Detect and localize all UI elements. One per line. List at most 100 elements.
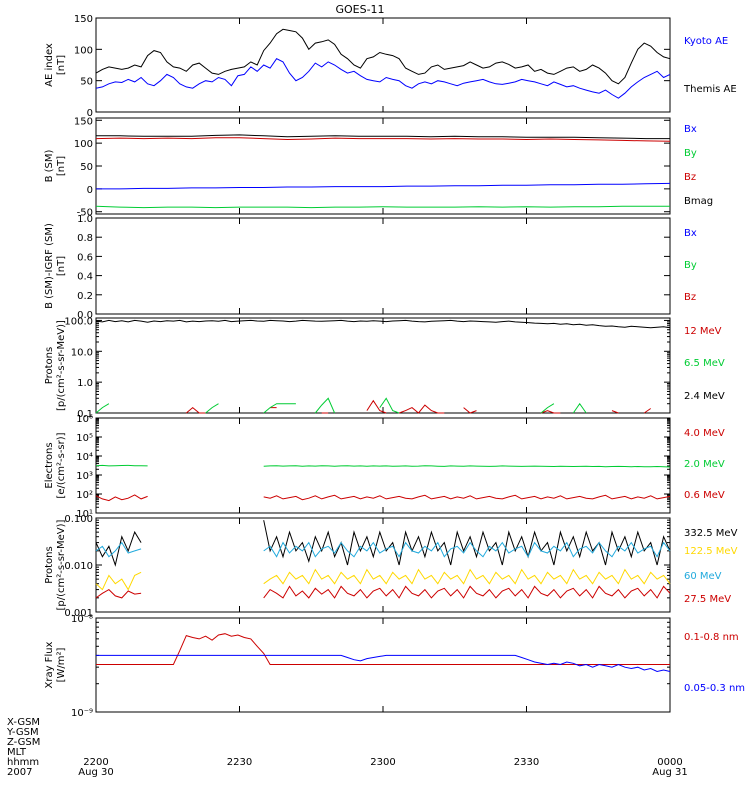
series-line-2-0-mev [95,464,671,468]
series-line-332-5-mev [95,520,671,567]
legend-12-mev: 12 MeV [684,326,722,337]
legend-0-6-mev: 0.6 MeV [684,490,725,501]
y-axis-label-protons2: [p/(cm²-s-sr-MeV)] [56,519,67,610]
ytick-label: 10⁴ [76,452,93,463]
panel-electrons: 10¹ 10² 10³ 10⁴ 10⁵ 10⁶ Electrons [e/(cm²-s-sr)… [44,414,725,520]
y-axis-label-ae: [nT] [56,55,67,75]
ytick-label: 0.010 [64,561,93,572]
panel-frame-protons2 [95,517,671,613]
panel-frame-protons1 [95,317,671,414]
y-axis-label-bigrf: B (SM)-IGRF (SM) [44,223,55,309]
legend-2-0-mev: 2.0 MeV [684,459,725,470]
legend-4-0-mev: 4.0 MeV [684,428,725,439]
y-axis-label-bsm: B (SM) [44,149,55,182]
series-line-kyoto-ae [95,58,671,99]
ytick-label: 0 [87,185,93,196]
y-axis-label-protons1: [p/(cm²-s-sr-MeV)] [56,320,67,411]
ytick-label: 50 [80,162,93,173]
legend-332-5-mev: 332.5 MeV [684,528,738,539]
panel-frame-ae [95,17,671,113]
ytick-label: 0 [87,108,93,119]
series-line-12-mev [185,399,651,414]
panel-protons1: 0.1 1.0 10.0 100.0 Protons [p/(cm²-s-sr-MeV)]… [44,316,725,420]
series-line-122-5-mev [95,568,671,591]
legend-bz: Bz [684,292,696,303]
series-line-0-1-0-8-nm [96,633,670,665]
ytick-label: 0.001 [64,608,93,619]
y-axis-label-protons2: Protons [44,546,55,583]
series-line-bz [95,137,671,142]
xtick-label-hhmm: 0000 [657,757,682,768]
panel-frame-bigrf [95,217,671,315]
series-line-27-5-mev [95,585,671,599]
ytick-label: -50 [77,208,93,219]
row-label-xgsm: X-GSM [7,717,40,728]
series-line-bx [96,182,671,190]
legend-kyoto-ae: Kyoto AE [684,36,728,47]
ytick-label: 0.100 [64,514,93,525]
series-line-0-6-mev [95,494,671,502]
row-label-ygsm: Y-GSM [6,727,39,738]
row-label-mlt: MLT [7,747,27,758]
series-line-60-mev [95,541,671,558]
legend-0-05-0-3-nm: 0.05-0.3 nm [684,683,745,694]
ytick-label: 10⁻⁹ [71,708,93,719]
series-line-themis-ae [95,28,671,85]
legend-themis-ae: Themis AE [683,84,737,95]
y-axis-label-xray: Xray Flux [44,641,55,688]
ytick-label: 0.4 [77,272,93,283]
ytick-label: 0.8 [77,233,93,244]
ytick-label: 50 [80,77,93,88]
ytick-label: 150 [74,14,93,25]
y-axis-label-xray: [W/m²] [56,647,67,682]
plot-title: GOES-11 [335,3,384,16]
series-line-by [95,205,670,209]
ytick-label: 10⁻⁸ [71,614,93,625]
y-axis-label-bsm: [nT] [56,156,67,176]
xtick-label-hhmm: 2330 [514,757,539,768]
panel-protons2: 0.001 0.010 0.100 Protons [p/(cm²-s-sr-MeV)]… [44,514,738,619]
ytick-label: 0.1 [77,409,93,420]
legend-27-5-mev: 27.5 MeV [684,594,731,605]
legend-2-4-mev: 2.4 MeV [684,391,725,402]
legend-bz: Bz [684,172,696,183]
series-line-bmag [96,134,670,140]
legend-6-5-mev: 6.5 MeV [684,358,725,369]
ytick-label: 100 [74,45,93,56]
ytick-label: 100 [74,139,93,150]
y-axis-label-electrons: [e/(cm²-s-sr)] [56,432,67,498]
legend-by: By [684,148,697,159]
xtick-label-hhmm: 2200 [83,757,108,768]
xtick-label-hhmm: 2230 [227,757,252,768]
panel-xray: 10⁻⁹ 10⁻⁸ Xray Flux [W/m²] 0.1-0.8 nm 0.05-0.… [44,614,745,719]
y-axis-label-protons1: Protons [44,347,55,384]
x-axis-labels: X-GSM Y-GSM Z-GSM MLT hhmm 2007 2200Aug … [6,717,688,778]
legend-60-mev: 60 MeV [684,571,722,582]
ytick-label: 10⁵ [76,433,93,444]
ytick-label: 1.0 [77,214,93,225]
xtick-label-date: Aug 30 [78,767,113,778]
panel-bigrf: 0.0 0.2 0.4 0.6 0.8 1.0 B (SM)-IGRF (SM) [nT] Bx… [44,214,697,321]
series-line-0-05-0-3-nm [96,654,671,673]
ytick-label: 100.0 [64,316,93,327]
series-line-6-5-mev [95,397,587,414]
legend-bx: Bx [684,228,697,239]
panel-ae: 0 50 100 150 AE index [nT] Kyoto AE Themis AE [44,14,737,119]
y-axis-label-electrons: Electrons [44,442,55,488]
row-label-year: 2007 [7,767,32,778]
y-axis-label-ae: AE index [44,43,55,87]
ytick-label: 150 [74,116,93,127]
ytick-label: 0.2 [77,291,93,302]
ytick-label: 1.0 [77,378,93,389]
legend-0-1-0-8-nm: 0.1-0.8 nm [684,632,739,643]
ytick-label: 10¹ [76,509,93,520]
panel-frame-bsm [95,117,671,215]
series-line-2-4-mev [95,319,671,329]
xtick-label-hhmm: 2300 [370,757,395,768]
ytick-label: 10³ [76,471,93,482]
row-label-hhmm: hhmm [7,757,39,768]
legend-by: By [684,260,697,271]
panel-bsm: -50 0 50 100 150 B (SM) [nT] Bx By Bz Bmag [44,116,713,218]
